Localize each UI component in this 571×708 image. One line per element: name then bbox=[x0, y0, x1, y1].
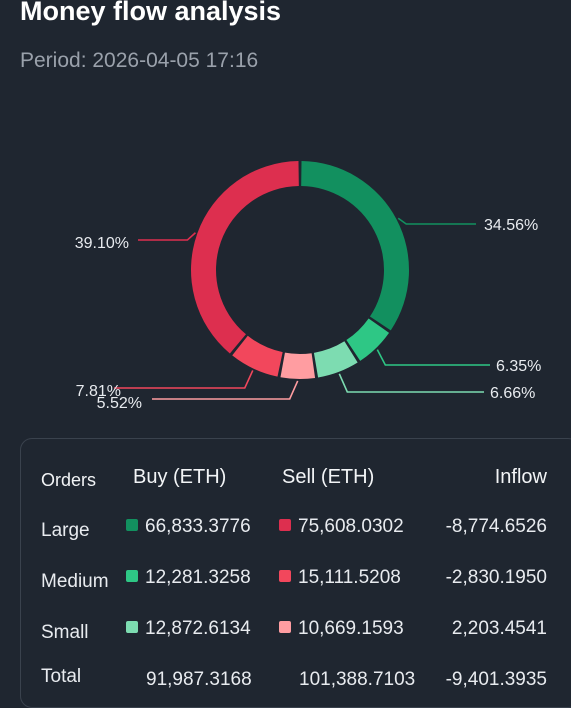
buy-swatch-small bbox=[126, 620, 138, 633]
donut-slice-4 bbox=[232, 335, 283, 377]
inflow-value-small: 2,203.4541 bbox=[451, 618, 547, 639]
slice-label-0: 34.56% bbox=[484, 217, 538, 234]
orders-table: Orders Buy (ETH) Sell (ETH) Inflow Large… bbox=[20, 438, 571, 708]
page-title: Money flow analysis bbox=[20, 0, 282, 26]
inflow-value-large: -8,774.6526 bbox=[445, 516, 547, 537]
header-sell: Sell (ETH) bbox=[282, 466, 375, 488]
header-buy: Buy (ETH) bbox=[133, 466, 227, 488]
sell-swatch-large bbox=[279, 518, 291, 531]
buy-value-medium: 12,281.3258 bbox=[126, 567, 251, 589]
donut-slice-0 bbox=[301, 161, 409, 331]
slice-label-1: 6.35% bbox=[496, 358, 541, 375]
money-flow-donut-chart: 34.56% 6.35% 6.66% 5.52%7.81% 39.10% bbox=[75, 161, 541, 412]
buy-swatch-medium bbox=[126, 569, 138, 582]
leader-line-0 bbox=[397, 217, 476, 225]
sell-swatch-small bbox=[279, 620, 291, 633]
sell-total: 101,388.7103 bbox=[299, 669, 416, 690]
inflow-value-medium: -2,830.1950 bbox=[445, 567, 547, 588]
leader-line-3 bbox=[152, 380, 299, 400]
buy-total: 91,987.3168 bbox=[146, 669, 252, 690]
donut-slice-1 bbox=[346, 318, 390, 361]
row-label-large: Large bbox=[41, 520, 90, 541]
row-label-total: Total bbox=[41, 666, 82, 687]
leader-line-4 bbox=[114, 370, 254, 389]
sell-value-medium: 15,111.5208 bbox=[279, 567, 401, 589]
slice-label-2: 6.66% bbox=[490, 385, 535, 402]
row-label-small: Small bbox=[41, 622, 89, 643]
leader-line-5 bbox=[138, 232, 196, 241]
sell-swatch-medium bbox=[279, 569, 291, 582]
leader-line-2 bbox=[338, 373, 484, 393]
sell-value-large: 75,608.0302 bbox=[279, 516, 404, 538]
row-label-medium: Medium bbox=[41, 571, 109, 592]
buy-value-large: 66,833.3776 bbox=[126, 516, 251, 538]
inflow-total: -9,401.3935 bbox=[445, 669, 547, 690]
slice-label-5: 39.10% bbox=[75, 235, 129, 252]
sell-value-small: 10,669.1593 bbox=[279, 618, 404, 640]
header-orders: Orders bbox=[41, 470, 97, 490]
buy-swatch-large bbox=[126, 518, 138, 531]
slice-label-4: 7.81% bbox=[76, 383, 121, 400]
donut-slice-5 bbox=[191, 161, 299, 354]
slice-label-3: 5.52% bbox=[97, 395, 142, 412]
donut-slice-3 bbox=[280, 352, 316, 379]
period-label: Period: 2026-04-05 17:16 bbox=[20, 49, 259, 72]
header-inflow: Inflow bbox=[494, 466, 547, 488]
leader-line-1 bbox=[376, 349, 490, 366]
donut-slice-2 bbox=[313, 341, 358, 378]
buy-value-small: 12,872.6134 bbox=[126, 618, 251, 640]
